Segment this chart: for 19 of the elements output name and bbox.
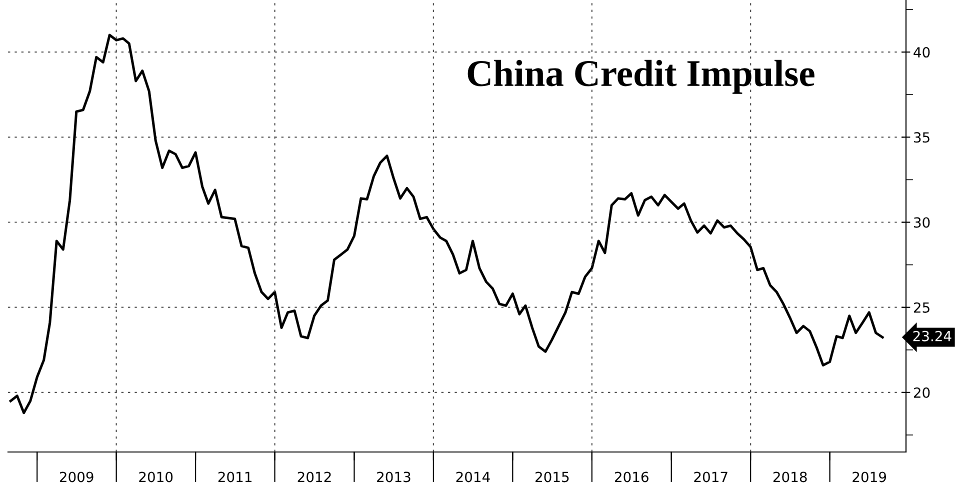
x-tick-label: 2014 [456, 472, 490, 482]
x-tick-label: 2009 [60, 472, 94, 482]
x-tick-label: 2013 [377, 472, 410, 482]
x-tick-label: 2019 [852, 472, 886, 482]
x-tick-label: 2017 [694, 472, 728, 482]
x-tick-label: 2010 [139, 472, 173, 482]
x-tick-label: 2011 [218, 472, 252, 482]
y-tick-label: 30 [914, 217, 930, 228]
x-tick-label: 2012 [298, 472, 331, 482]
x-tick-label: 2018 [773, 472, 807, 482]
line-series [9, 34, 884, 414]
x-tick-label: 2016 [614, 472, 648, 482]
x-tick-label: 2015 [536, 472, 569, 482]
y-tick-label: 35 [914, 132, 930, 143]
y-tick-label: 20 [914, 387, 930, 398]
text: China Credit Impulse [468, 60, 814, 94]
y-tick-label: 40 [914, 47, 930, 58]
annotation: 23.24 [913, 330, 952, 342]
y-tick-label: 25 [914, 302, 930, 313]
